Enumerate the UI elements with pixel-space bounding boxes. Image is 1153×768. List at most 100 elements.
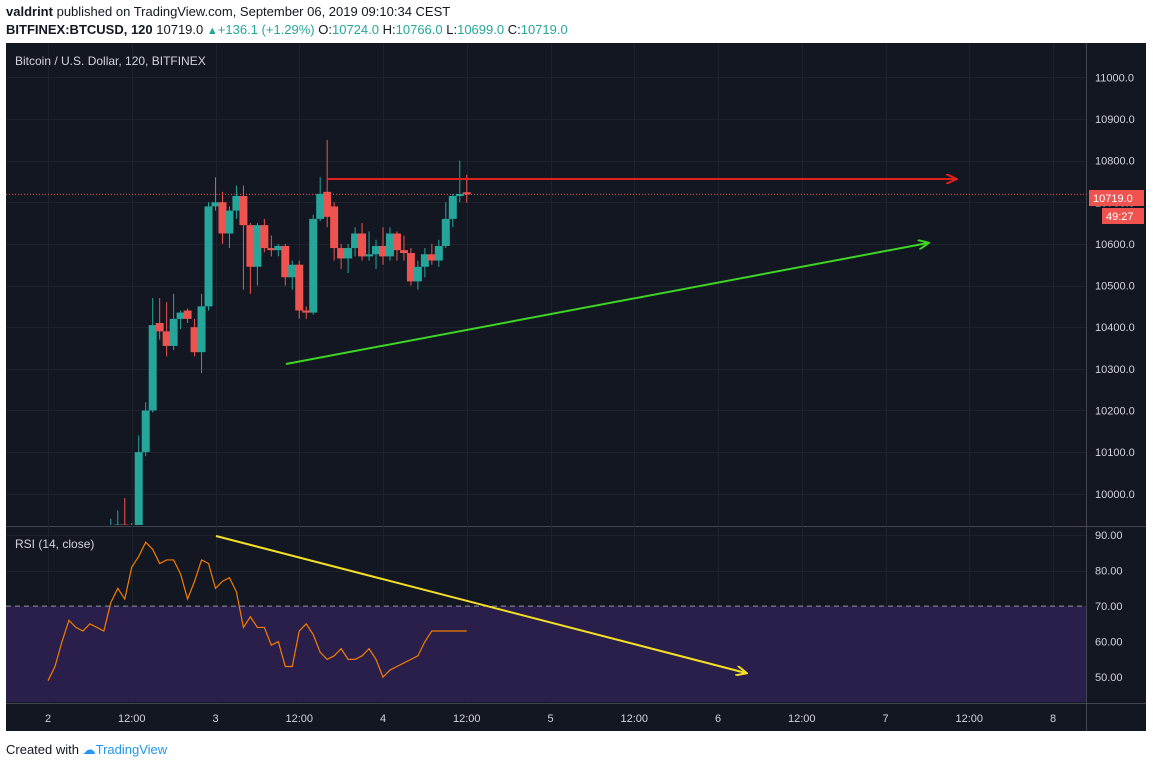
candle[interactable]: [448, 193, 457, 228]
candle[interactable]: [358, 223, 367, 261]
candle-series[interactable]: [107, 139, 471, 536]
candle[interactable]: [141, 402, 150, 457]
rsi-tick-label: 50.00: [1095, 672, 1123, 684]
candle[interactable]: [344, 243, 353, 274]
candle[interactable]: [232, 185, 241, 219]
price-tick-label: 10000.0: [1095, 489, 1135, 501]
time-tick-label: 8: [1050, 713, 1056, 725]
candle[interactable]: [302, 306, 311, 319]
high-value: 10766.0: [395, 22, 443, 37]
price-tick-label: 10200.0: [1095, 405, 1135, 417]
candle-body: [232, 196, 241, 211]
tradingview-brand[interactable]: TradingView: [95, 742, 168, 757]
author-name[interactable]: valdrint: [6, 4, 53, 19]
candle-body: [253, 225, 262, 267]
rsi-divergence-arrow[interactable]: [215, 535, 746, 673]
time-axis-labels[interactable]: 2 12:00 3 12:00 4 12:00 5 12:00 6 12:00 7 12:00 8: [45, 713, 1056, 725]
candle-body: [176, 312, 185, 319]
candle[interactable]: [120, 497, 129, 529]
time-tick-label: 12:00: [453, 713, 481, 725]
candle[interactable]: [267, 235, 276, 257]
candle[interactable]: [372, 239, 381, 269]
candle[interactable]: [392, 231, 401, 261]
tradingview-logo-icon[interactable]: ☁: [82, 742, 96, 757]
candle[interactable]: [399, 235, 408, 261]
candle[interactable]: [441, 202, 450, 249]
candle-body: [448, 196, 457, 219]
candle[interactable]: [385, 227, 394, 261]
candle-body: [120, 524, 129, 525]
candle[interactable]: [260, 218, 269, 253]
candle-body: [351, 233, 360, 249]
candle[interactable]: [351, 227, 360, 257]
candle[interactable]: [128, 522, 136, 535]
candle[interactable]: [323, 139, 332, 228]
time-tick-label: 6: [715, 713, 721, 725]
rsi-axis-labels[interactable]: 90.00 80.00 70.00 60.00 50.00: [1095, 530, 1123, 684]
candle[interactable]: [330, 202, 339, 261]
candle[interactable]: [316, 177, 325, 221]
candle[interactable]: [309, 214, 318, 315]
created-with-text: Created with: [6, 742, 79, 757]
candle-body: [260, 225, 269, 249]
low-value: 10699.0: [457, 22, 505, 37]
candle[interactable]: [246, 223, 255, 294]
candle[interactable]: [162, 302, 171, 357]
low-label: L:: [446, 22, 458, 37]
candle-body: [365, 254, 374, 257]
candle[interactable]: [190, 318, 199, 357]
candle[interactable]: [455, 160, 464, 203]
candle-body: [379, 245, 387, 257]
candle[interactable]: [274, 243, 283, 257]
candle[interactable]: [211, 177, 220, 211]
candle[interactable]: [365, 231, 374, 261]
candle-body: [162, 331, 171, 346]
countdown-badge: [1102, 208, 1144, 224]
candle[interactable]: [225, 206, 234, 249]
candle[interactable]: [379, 227, 387, 265]
candle[interactable]: [427, 243, 436, 265]
candle[interactable]: [148, 298, 157, 413]
candle[interactable]: [288, 260, 297, 290]
candle-body: [113, 524, 122, 525]
time-tick-label: 12:00: [955, 713, 983, 725]
candle[interactable]: [204, 202, 213, 311]
candle[interactable]: [239, 185, 248, 290]
high-label: H:: [382, 22, 396, 37]
candle-body: [211, 202, 220, 207]
candle[interactable]: [155, 298, 164, 340]
time-tick-label: 7: [882, 713, 888, 725]
candle[interactable]: [295, 260, 304, 319]
candle[interactable]: [197, 293, 206, 373]
rsi-line[interactable]: [47, 541, 467, 681]
candle[interactable]: [107, 518, 115, 536]
candle-body: [330, 206, 339, 249]
candle[interactable]: [420, 248, 429, 278]
open-value: 10724.0: [332, 22, 379, 37]
candle[interactable]: [134, 435, 143, 529]
price-tick-label: 10100.0: [1095, 447, 1135, 459]
candle[interactable]: [113, 510, 122, 531]
price-tick-label: 10500.0: [1095, 281, 1135, 293]
rsi-tick-label: 60.00: [1095, 637, 1123, 649]
candle[interactable]: [253, 223, 262, 286]
candle[interactable]: [218, 191, 227, 244]
candle[interactable]: [337, 243, 346, 269]
price-axis-labels[interactable]: 11000.010900.010800.010700.010600.010500…: [1095, 72, 1135, 500]
candle[interactable]: [169, 293, 178, 351]
candle[interactable]: [434, 239, 443, 267]
ohlc-info: BITFINEX:BTCUSD, 120 10719.0 ▲+136.1 (+1…: [6, 22, 568, 37]
chart-title: Bitcoin / U.S. Dollar, 120, BITFINEX: [15, 54, 206, 68]
candle[interactable]: [176, 310, 185, 330]
candle[interactable]: [413, 260, 422, 290]
time-tick-label: 3: [212, 713, 218, 725]
footer: Created with ☁TradingView: [6, 742, 167, 758]
candle-body: [399, 250, 408, 254]
candle-body: [358, 233, 367, 257]
candle[interactable]: [281, 243, 290, 286]
candle[interactable]: [183, 308, 192, 324]
ascending-support-arrow[interactable]: [285, 243, 928, 365]
candle[interactable]: [406, 248, 415, 286]
candle-body: [427, 254, 436, 261]
